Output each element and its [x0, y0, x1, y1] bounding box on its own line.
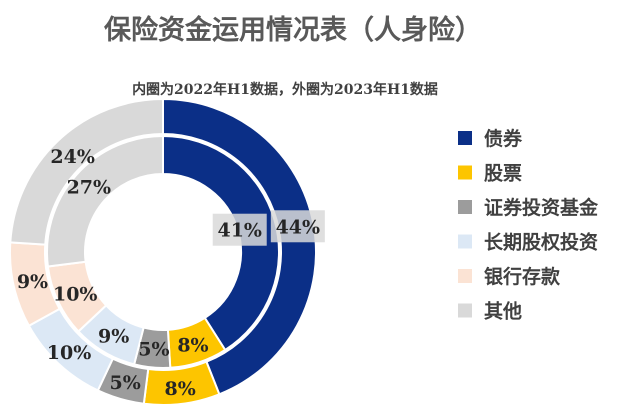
outer-label-3: 10%	[47, 342, 92, 364]
outer-label-text-0: 44%	[276, 216, 321, 238]
legend-item-2: 证券投资基金	[458, 196, 599, 219]
legend-item-0: 债券	[458, 127, 523, 150]
donut-rings	[9, 97, 317, 406]
inner-label-text-5: 27%	[67, 177, 112, 199]
inner-label-3: 9%	[98, 325, 129, 347]
inner-label-bg-0	[212, 213, 267, 246]
legend-swatch-4	[458, 269, 472, 283]
inner-slice-0	[162, 134, 280, 352]
legend-label-2: 证券投资基金	[484, 196, 599, 219]
legend-item-5: 其他	[458, 300, 522, 323]
outer-label-text-4: 9%	[17, 271, 48, 293]
chart-title: 保险资金运用情况表（人身险）	[103, 14, 482, 46]
outer-label-5: 24%	[50, 146, 95, 168]
legend-swatch-5	[458, 303, 472, 318]
legend-item-4: 银行存款	[458, 265, 561, 288]
legend-item-1: 股票	[458, 163, 522, 185]
legend-label-5: 其他	[484, 300, 522, 323]
outer-slice-0	[162, 97, 317, 396]
outer-label-text-1: 8%	[165, 378, 196, 400]
legend-label-3: 长期股权投资	[484, 231, 598, 254]
legend-label-0: 债券	[484, 127, 523, 150]
outer-label-text-5: 24%	[50, 146, 95, 168]
inner-label-4: 10%	[53, 283, 98, 305]
inner-label-0: 41%	[212, 213, 267, 246]
inner-label-2: 5%	[138, 339, 169, 361]
inner-label-text-3: 9%	[98, 325, 129, 347]
legend-label-1: 股票	[484, 163, 522, 185]
outer-label-1: 8%	[165, 378, 196, 400]
outer-label-bg-0	[270, 210, 325, 243]
outer-label-4: 9%	[17, 271, 48, 293]
legend-label-4: 银行存款	[484, 265, 561, 288]
legend-item-3: 长期股权投资	[458, 231, 598, 254]
outer-label-text-3: 10%	[47, 342, 92, 364]
outer-label-2: 5%	[110, 372, 141, 394]
inner-label-text-1: 8%	[177, 334, 208, 356]
legend-swatch-3	[458, 234, 472, 249]
inner-label-5: 27%	[67, 177, 112, 199]
outer-label-0: 44%	[270, 210, 325, 243]
outer-label-text-2: 5%	[110, 372, 141, 394]
legend-swatch-2	[458, 200, 472, 214]
inner-slice-5	[46, 134, 164, 268]
inner-label-text-2: 5%	[138, 339, 169, 361]
legend-swatch-1	[458, 165, 472, 180]
inner-label-text-0: 41%	[217, 220, 262, 242]
legend-swatch-0	[458, 131, 472, 145]
outer-slice-5	[9, 97, 164, 246]
inner-label-text-4: 10%	[53, 283, 98, 305]
inner-label-1: 8%	[177, 334, 208, 356]
chart-subtitle: 内圈为2022年H1数据，外圈为2023年H1数据	[132, 81, 438, 98]
data-labels: 44%8%5%10%9%24%41%8%5%9%10%27%	[17, 146, 325, 400]
